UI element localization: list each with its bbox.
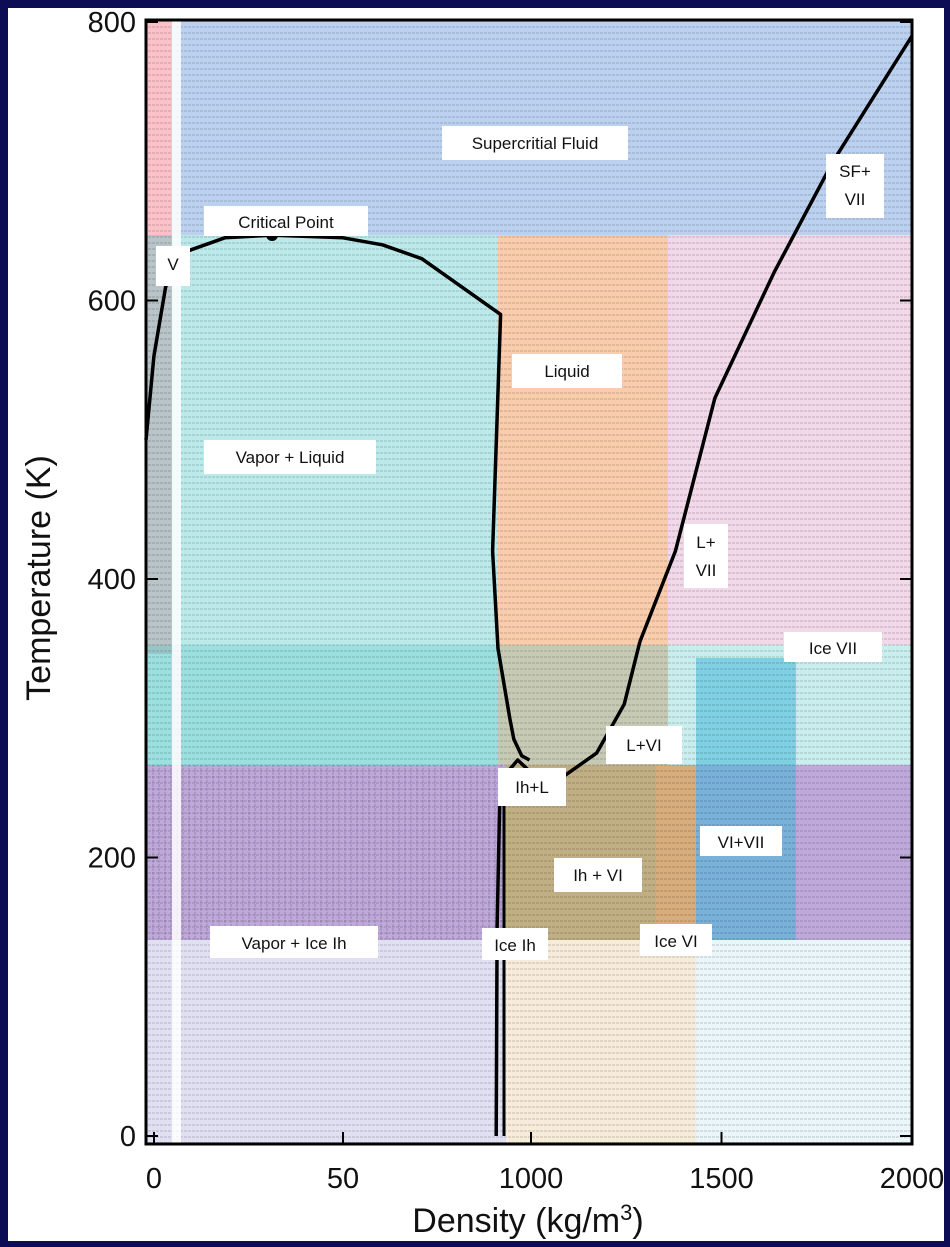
svg-text:L+: L+ bbox=[696, 533, 715, 552]
svg-text:Vapor + Liquid: Vapor + Liquid bbox=[236, 448, 345, 467]
label-l-vi: L+VI bbox=[606, 726, 682, 764]
svg-text:V: V bbox=[167, 255, 179, 274]
svg-text:Ice VII: Ice VII bbox=[809, 639, 857, 658]
plot-frame bbox=[144, 18, 914, 1146]
label-l-vii: L+ VII bbox=[684, 524, 728, 588]
axes: 0 50 1000 1500 2000 0 200 400 600 800 Density (k… bbox=[20, 8, 944, 1240]
label-ice-vii: Ice VII bbox=[784, 632, 882, 662]
y-axis-title: Temperature (K) bbox=[20, 455, 58, 701]
x-tick-label: 2000 bbox=[880, 1163, 944, 1195]
svg-text:Ice VI: Ice VI bbox=[654, 932, 697, 951]
svg-text:Critical Point: Critical Point bbox=[238, 213, 334, 232]
y-tick-label: 400 bbox=[88, 564, 136, 596]
svg-text:L+VI: L+VI bbox=[626, 736, 661, 755]
phase-diagram-chart: 0 50 1000 1500 2000 0 200 400 600 800 Density (k… bbox=[20, 8, 944, 1240]
phase-region-bands bbox=[146, 20, 912, 1144]
y-tick-label: 200 bbox=[88, 843, 136, 875]
label-vapor-ice-ih: Vapor + Ice Ih bbox=[210, 926, 378, 958]
svg-text:Supercritial Fluid: Supercritial Fluid bbox=[472, 134, 599, 153]
y-tick-label: 0 bbox=[120, 1121, 136, 1153]
svg-text:VII: VII bbox=[696, 561, 717, 580]
x-tick-label: 0 bbox=[146, 1163, 162, 1195]
x-tick-label: 50 bbox=[327, 1163, 359, 1195]
svg-text:SF+: SF+ bbox=[839, 162, 871, 181]
x-tick-label: 1500 bbox=[689, 1163, 754, 1195]
svg-text:Ih + VI: Ih + VI bbox=[573, 866, 623, 885]
ice-vii-melting-curve-line bbox=[638, 34, 914, 643]
svg-text:VI+VII: VI+VII bbox=[718, 833, 765, 852]
label-ih-vi: Ih + VI bbox=[554, 858, 642, 892]
label-vapor: V bbox=[156, 246, 190, 286]
svg-text:Ice Ih: Ice Ih bbox=[494, 936, 536, 955]
label-ice-ih: Ice Ih bbox=[482, 928, 548, 960]
x-axis-ticks: 0 50 1000 1500 2000 bbox=[146, 1132, 944, 1195]
label-vi-vii: VI+VII bbox=[700, 826, 782, 856]
label-vapor-liquid: Vapor + Liquid bbox=[204, 440, 376, 474]
svg-text:Liquid: Liquid bbox=[544, 362, 589, 381]
x-tick-label: 1000 bbox=[499, 1163, 564, 1195]
label-critical-point: Critical Point bbox=[204, 206, 368, 236]
y-tick-label: 800 bbox=[88, 8, 136, 39]
label-ih-l: Ih+L bbox=[498, 768, 566, 806]
region-labels: Supercritial Fluid SF+ VII Critical Poin… bbox=[156, 126, 884, 960]
label-sf-vii: SF+ VII bbox=[826, 154, 884, 218]
svg-text:VII: VII bbox=[845, 190, 866, 209]
label-liquid: Liquid bbox=[512, 354, 622, 388]
label-supercritical-fluid: Supercritial Fluid bbox=[442, 126, 628, 160]
y-axis-ticks: 0 200 400 600 800 bbox=[88, 8, 912, 1153]
label-ice-vi: Ice VI bbox=[640, 924, 712, 956]
y-tick-label: 600 bbox=[88, 286, 136, 318]
x-axis-title-superscript: 3 bbox=[620, 1200, 632, 1225]
svg-text:Ih+L: Ih+L bbox=[515, 778, 549, 797]
svg-text:Vapor + Ice Ih: Vapor + Ice Ih bbox=[241, 934, 346, 953]
x-axis-title: Density (kg/m3) bbox=[412, 1200, 643, 1240]
